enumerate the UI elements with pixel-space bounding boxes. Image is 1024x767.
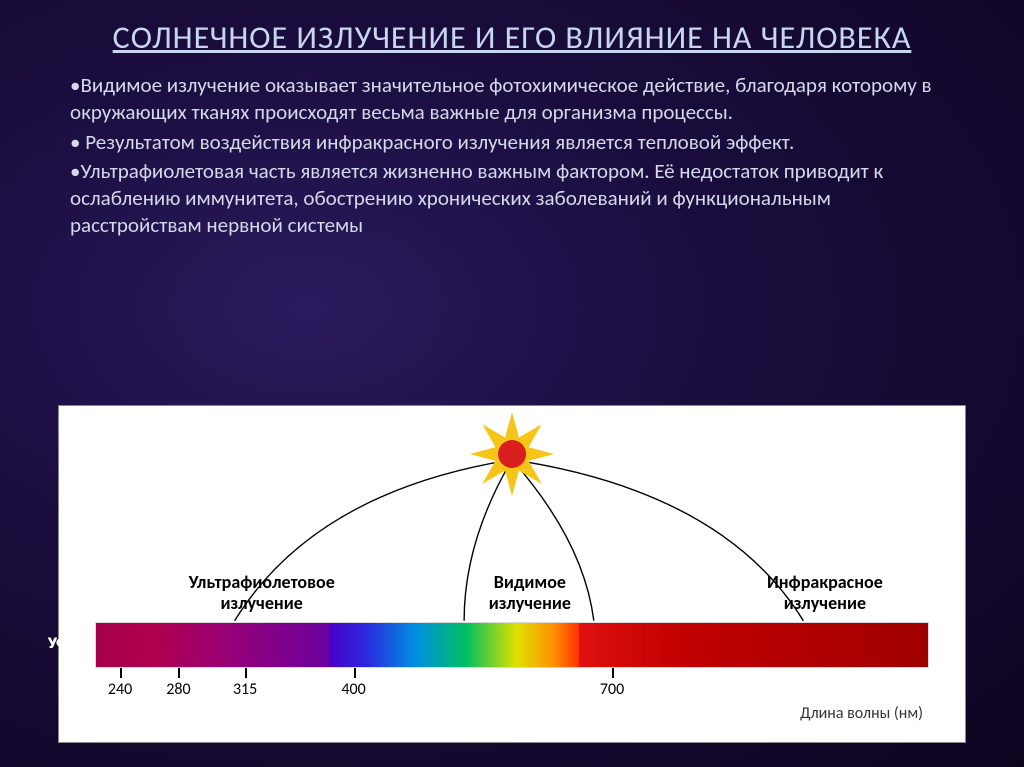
axis-tick [178, 668, 180, 678]
spectrum-diagram: Ультрафиолетовое излучение Видимое излуч… [58, 405, 966, 743]
category-label: Ультрафиолетовое [189, 571, 335, 593]
axis-tick [354, 668, 356, 678]
category-visible: Видимое излучение [432, 572, 629, 613]
category-label: Видимое [494, 571, 566, 593]
axis-label: Длина волны (нм) [800, 704, 923, 723]
bullet-item: • Результатом воздействия инфракрасного … [70, 129, 954, 156]
bullet-item: •Видимое излучение оказывает значительно… [70, 72, 954, 127]
spectrum-segment [154, 623, 212, 667]
page-title: СОЛНЕЧНОЕ ИЗЛУЧЕНИЕ И ЕГО ВЛИЯНИЕ НА ЧЕЛ… [0, 0, 1024, 66]
category-label: излучение [221, 592, 303, 614]
category-ir: Инфракрасное излучение [709, 572, 941, 613]
axis-tick [612, 668, 614, 678]
spectrum-segment [579, 623, 928, 667]
axis-tick-label: 280 [166, 680, 190, 699]
uv-band-label: УФ-A [48, 634, 82, 653]
axis-tick-label: 315 [233, 680, 257, 699]
axis-tick [120, 668, 122, 678]
axis-tick-label: 240 [108, 680, 132, 699]
axis-tick [245, 668, 247, 678]
axis-tick-label: 700 [600, 680, 624, 699]
spectrum-segment [329, 623, 579, 667]
spectrum-bar [95, 622, 929, 668]
category-label: излучение [784, 592, 866, 614]
bullet-list: •Видимое излучение оказывает значительно… [0, 66, 1024, 240]
category-label: Инфракрасное [767, 571, 883, 593]
diagram-canvas: Ультрафиолетовое излучение Видимое излуч… [65, 412, 959, 736]
axis-tick-label: 400 [341, 680, 365, 699]
spectrum-segment [96, 623, 154, 667]
category-uv: Ультрафиолетовое излучение [137, 572, 387, 613]
spectrum-segment [212, 623, 328, 667]
wavelength-axis: 240 280 315 400 700 [95, 668, 929, 698]
bullet-item: •Ультрафиолетовая часть является жизненн… [70, 158, 954, 240]
category-label: излучение [489, 592, 571, 614]
sun-icon [467, 409, 557, 499]
